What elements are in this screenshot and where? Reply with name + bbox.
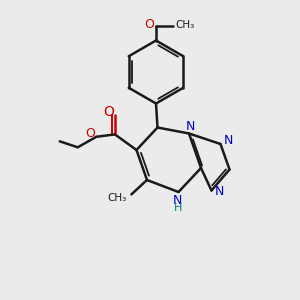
Text: CH₃: CH₃ [107, 193, 127, 203]
Text: N: N [215, 184, 225, 198]
Text: O: O [145, 18, 154, 31]
Text: CH₃: CH₃ [176, 20, 195, 31]
Text: N: N [223, 134, 233, 147]
Text: H: H [174, 203, 182, 213]
Text: O: O [85, 127, 95, 140]
Text: N: N [186, 120, 195, 134]
Text: O: O [103, 105, 114, 119]
Text: N: N [173, 194, 183, 207]
